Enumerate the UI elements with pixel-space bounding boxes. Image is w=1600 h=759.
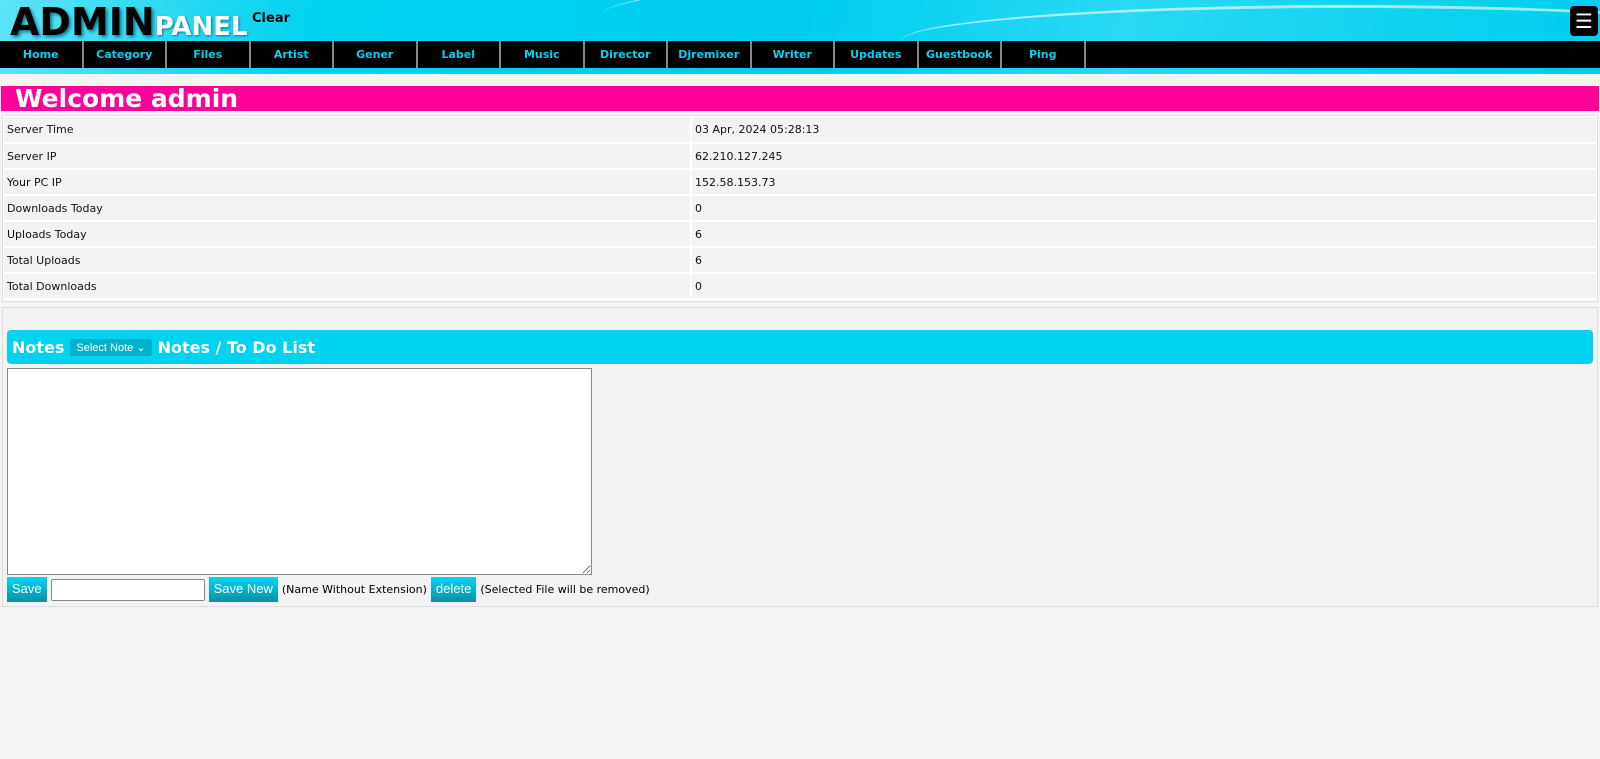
select-note-dropdown[interactable]: Select Note ⌄ — [70, 338, 152, 356]
nav-writer[interactable]: Writer — [752, 41, 835, 68]
delete-hint: (Selected File will be removed) — [480, 583, 650, 596]
table-row: Total Uploads 6 — [4, 247, 1596, 274]
logo: ADMINPANEL — [10, 0, 248, 44]
notes-header: Notes Select Note ⌄ Notes / To Do List — [7, 330, 1593, 364]
save-new-button[interactable]: Save New — [208, 577, 278, 602]
chevron-down-icon: ⌄ — [136, 341, 146, 354]
nav-ping[interactable]: Ping — [1002, 41, 1086, 68]
info-value: 03 Apr, 2024 05:28:13 — [691, 117, 1596, 144]
hamburger-menu-icon[interactable]: ☰ — [1570, 6, 1598, 36]
info-label: Server Time — [4, 117, 692, 144]
header: ADMINPANEL Clear ☰ Home Category Files A… — [0, 0, 1600, 74]
nav-artist[interactable]: Artist — [251, 41, 334, 68]
notes-title: Notes / To Do List — [157, 337, 315, 357]
nav-home[interactable]: Home — [0, 41, 84, 68]
table-row: Your PC IP 152.58.153.73 — [4, 169, 1596, 196]
table-row: Uploads Today 6 — [4, 221, 1596, 248]
info-value: 152.58.153.73 — [691, 169, 1596, 196]
info-label: Server IP — [4, 143, 692, 170]
table-row: Total Downloads 0 — [4, 273, 1596, 300]
nav-director[interactable]: Director — [585, 41, 668, 68]
info-value: 0 — [691, 195, 1596, 222]
nav-files[interactable]: Files — [167, 41, 251, 68]
nav-category[interactable]: Category — [84, 41, 167, 68]
notes-label: Notes — [12, 337, 65, 357]
notes-panel: Notes Select Note ⌄ Notes / To Do List S… — [2, 307, 1598, 607]
name-hint: (Name Without Extension) — [281, 583, 427, 596]
save-button[interactable]: Save — [7, 577, 47, 602]
nav-gener[interactable]: Gener — [334, 41, 418, 68]
delete-button[interactable]: delete — [430, 577, 477, 602]
table-row: Server Time 03 Apr, 2024 05:28:13 — [4, 117, 1596, 144]
welcome-banner: Welcome admin — [1, 86, 1599, 111]
nav-updates[interactable]: Updates — [835, 41, 919, 68]
info-label: Total Downloads — [4, 273, 692, 300]
info-value: 6 — [691, 221, 1596, 248]
nav-djremixer[interactable]: Djremixer — [668, 41, 752, 68]
logo-panel: PANEL — [154, 12, 248, 42]
info-label: Downloads Today — [4, 195, 692, 222]
nav-music[interactable]: Music — [501, 41, 585, 68]
main-nav: Home Category Files Artist Gener Label M… — [0, 41, 1600, 68]
table-row: Downloads Today 0 — [4, 195, 1596, 222]
table-row: Server IP 62.210.127.245 — [4, 143, 1596, 170]
info-label: Your PC IP — [4, 169, 692, 196]
info-value: 0 — [691, 273, 1596, 300]
info-value: 62.210.127.245 — [691, 143, 1596, 170]
info-label: Uploads Today — [4, 221, 692, 248]
nav-guestbook[interactable]: Guestbook — [919, 41, 1002, 68]
logo-admin: ADMIN — [10, 0, 155, 44]
note-name-input[interactable] — [50, 578, 205, 601]
info-value: 6 — [691, 247, 1596, 274]
nav-label[interactable]: Label — [418, 41, 501, 68]
notes-textarea[interactable] — [7, 368, 592, 575]
info-label: Total Uploads — [4, 247, 692, 274]
select-note-value: Select Note — [76, 341, 134, 354]
server-info-table: Server Time 03 Apr, 2024 05:28:13 Server … — [2, 115, 1598, 302]
clear-link[interactable]: Clear — [252, 11, 290, 26]
